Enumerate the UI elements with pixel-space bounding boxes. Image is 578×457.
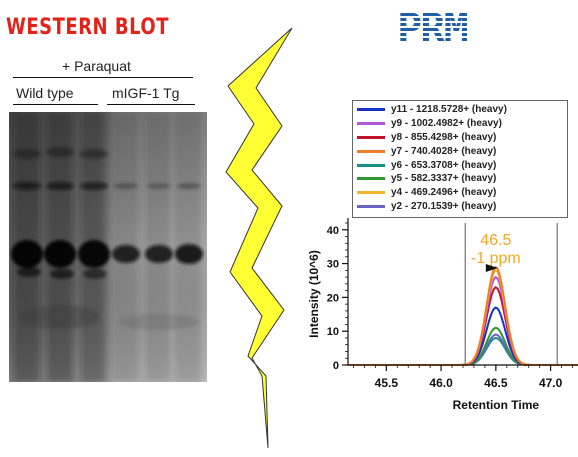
y-tick-label: 20 — [327, 292, 339, 304]
chart-legend: y11 - 1218.5728+ (heavy) y9 - 1002.4982+ … — [352, 100, 568, 218]
x-tick-label: 45.5 — [375, 376, 399, 390]
y-axis-title: Intensity (10^6) — [307, 250, 321, 338]
x-tick-label: 46.0 — [429, 376, 453, 390]
chromatogram-series-line — [348, 306, 578, 366]
legend-item: y7 - 740.4028+ (heavy) — [357, 144, 563, 158]
group-label-wild-type: Wild type — [16, 85, 74, 101]
chromatogram-series-line — [348, 285, 578, 366]
legend-item: y8 - 855.4298+ (heavy) — [357, 131, 563, 145]
chromatogram-series-line — [348, 275, 578, 366]
legend-swatch — [357, 135, 385, 139]
legend-label: y9 - 1002.4982+ (heavy) — [391, 118, 502, 130]
legend-item: y5 - 582.3337+ (heavy) — [357, 172, 563, 186]
treatment-label: + Paraquat — [62, 58, 131, 74]
legend-swatch — [357, 163, 385, 167]
legend-label: y7 - 740.4028+ (heavy) — [391, 145, 497, 157]
legend-swatch — [357, 122, 385, 126]
peak-mass-error-label: -1 ppm — [471, 250, 521, 267]
chromatogram-series-line — [348, 336, 578, 366]
legend-label: y2 - 270.1539+ (heavy) — [391, 200, 497, 212]
legend-swatch — [357, 204, 385, 208]
western-blot-image — [9, 112, 207, 382]
wild-type-rule — [13, 104, 98, 105]
peak-retention-time-label: 46.5 — [480, 232, 511, 249]
legend-item: y9 - 1002.4982+ (heavy) — [357, 117, 563, 131]
treatment-rule — [13, 77, 193, 78]
legend-swatch — [357, 149, 385, 153]
legend-swatch — [357, 177, 385, 181]
legend-label: y4 - 469.2496+ (heavy) — [391, 187, 497, 199]
chromatogram-series-line — [348, 268, 578, 366]
chromatogram-series-line — [348, 326, 578, 366]
peak-marker-arrow-icon — [485, 264, 498, 272]
chromatogram-series-line — [348, 265, 578, 366]
y-tick-label: 40 — [327, 225, 339, 237]
migf1-tg-rule — [107, 104, 195, 105]
legend-item: y6 - 653.3708+ (heavy) — [357, 158, 563, 172]
chromatogram-series-line — [348, 333, 578, 366]
y-tick-label: 10 — [327, 326, 339, 338]
legend-label: y5 - 582.3337+ (heavy) — [391, 173, 497, 185]
legend-swatch — [357, 108, 385, 112]
lightning-bolt-icon — [225, 27, 293, 449]
legend-swatch — [357, 191, 385, 195]
y-tick-label: 0 — [333, 360, 339, 372]
x-tick-label: 47.0 — [539, 376, 563, 390]
prm-title: PRM — [397, 4, 469, 53]
legend-item: y11 - 1218.5728+ (heavy) — [357, 103, 563, 117]
legend-item: y2 - 270.1539+ (heavy) — [357, 200, 563, 214]
x-axis-title: Retention Time — [453, 398, 540, 412]
group-label-migf1-tg: mIGF-1 Tg — [112, 85, 180, 101]
prm-chromatogram-chart: 0 10 20 30 40 45.5 46.0 46.5 47.0 Retention Time I… — [307, 218, 578, 412]
legend-label: y8 - 855.4298+ (heavy) — [391, 131, 497, 143]
western-blot-title: WESTERN BLOT — [6, 14, 170, 41]
y-tick-label: 30 — [327, 259, 339, 271]
legend-item: y4 - 469.2496+ (heavy) — [357, 186, 563, 200]
x-tick-label: 46.5 — [484, 376, 508, 390]
legend-label: y6 - 653.3708+ (heavy) — [391, 159, 497, 171]
legend-label: y11 - 1218.5728+ (heavy) — [391, 104, 507, 116]
